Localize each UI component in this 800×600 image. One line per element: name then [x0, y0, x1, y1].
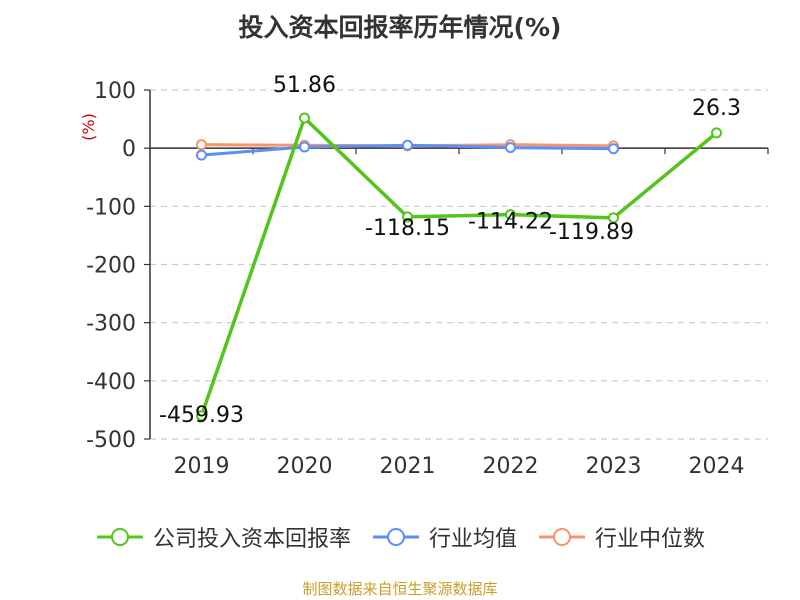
data-point-1: [402, 139, 413, 151]
legend-item-company[interactable]: 公司投入资本回报率: [95, 521, 351, 553]
legend-label: 行业均值: [428, 527, 517, 552]
data-point-1: [608, 143, 619, 155]
legend-label: 行业中位数: [595, 527, 706, 552]
x-tick-label: 2022: [483, 454, 539, 479]
y-axis-unit-label: (%): [79, 113, 98, 141]
data-label: -114.22: [468, 210, 553, 235]
data-label: 26.3: [692, 96, 741, 121]
data-label: -118.15: [365, 216, 450, 241]
legend-label: 公司投入资本回报率: [152, 527, 351, 552]
data-point-0: [505, 209, 516, 221]
legend-line-icon: [96, 528, 143, 546]
data-label: 51.86: [273, 73, 336, 98]
source-note: 制图数据来自恒生聚源数据库: [302, 580, 498, 598]
y-tick-label: 100: [94, 79, 136, 104]
y-tick-label: -400: [86, 370, 136, 395]
x-tick-label: 2024: [689, 454, 745, 479]
data-label: -459.93: [159, 403, 244, 428]
data-point-2: [196, 139, 207, 151]
y-tick-label: 0: [122, 137, 136, 162]
data-point-1: [299, 141, 310, 153]
data-point-1: [505, 142, 516, 154]
y-tick-label: -200: [86, 254, 136, 279]
legend-item-industry-mean[interactable]: 行业均值: [371, 521, 517, 553]
data-point-0: [402, 211, 413, 223]
data-point-1: [196, 149, 207, 161]
y-tick-label: -100: [86, 195, 136, 220]
legend-line-icon: [539, 528, 585, 546]
y-tick-label: -300: [86, 312, 136, 337]
x-tick-label: 2020: [277, 454, 333, 479]
data-point-0: [196, 410, 207, 422]
legend-item-industry-median[interactable]: 行业中位数: [537, 521, 705, 553]
chart-title: 投入资本回报率历年情况(%): [238, 13, 562, 42]
x-tick-label: 2023: [586, 454, 642, 479]
y-tick-label: -500: [86, 428, 136, 453]
data-point-0: [299, 112, 310, 124]
data-point-0: [608, 212, 619, 224]
x-tick-label: 2019: [174, 454, 230, 479]
legend-line-icon: [372, 528, 419, 546]
data-point-0: [711, 127, 722, 139]
data-label: -119.89: [549, 220, 634, 245]
legend: 公司投入资本回报率 行业均值 行业中位数: [0, 520, 800, 554]
x-tick-label: 2021: [380, 454, 436, 479]
series-line-0: [199, 116, 718, 417]
